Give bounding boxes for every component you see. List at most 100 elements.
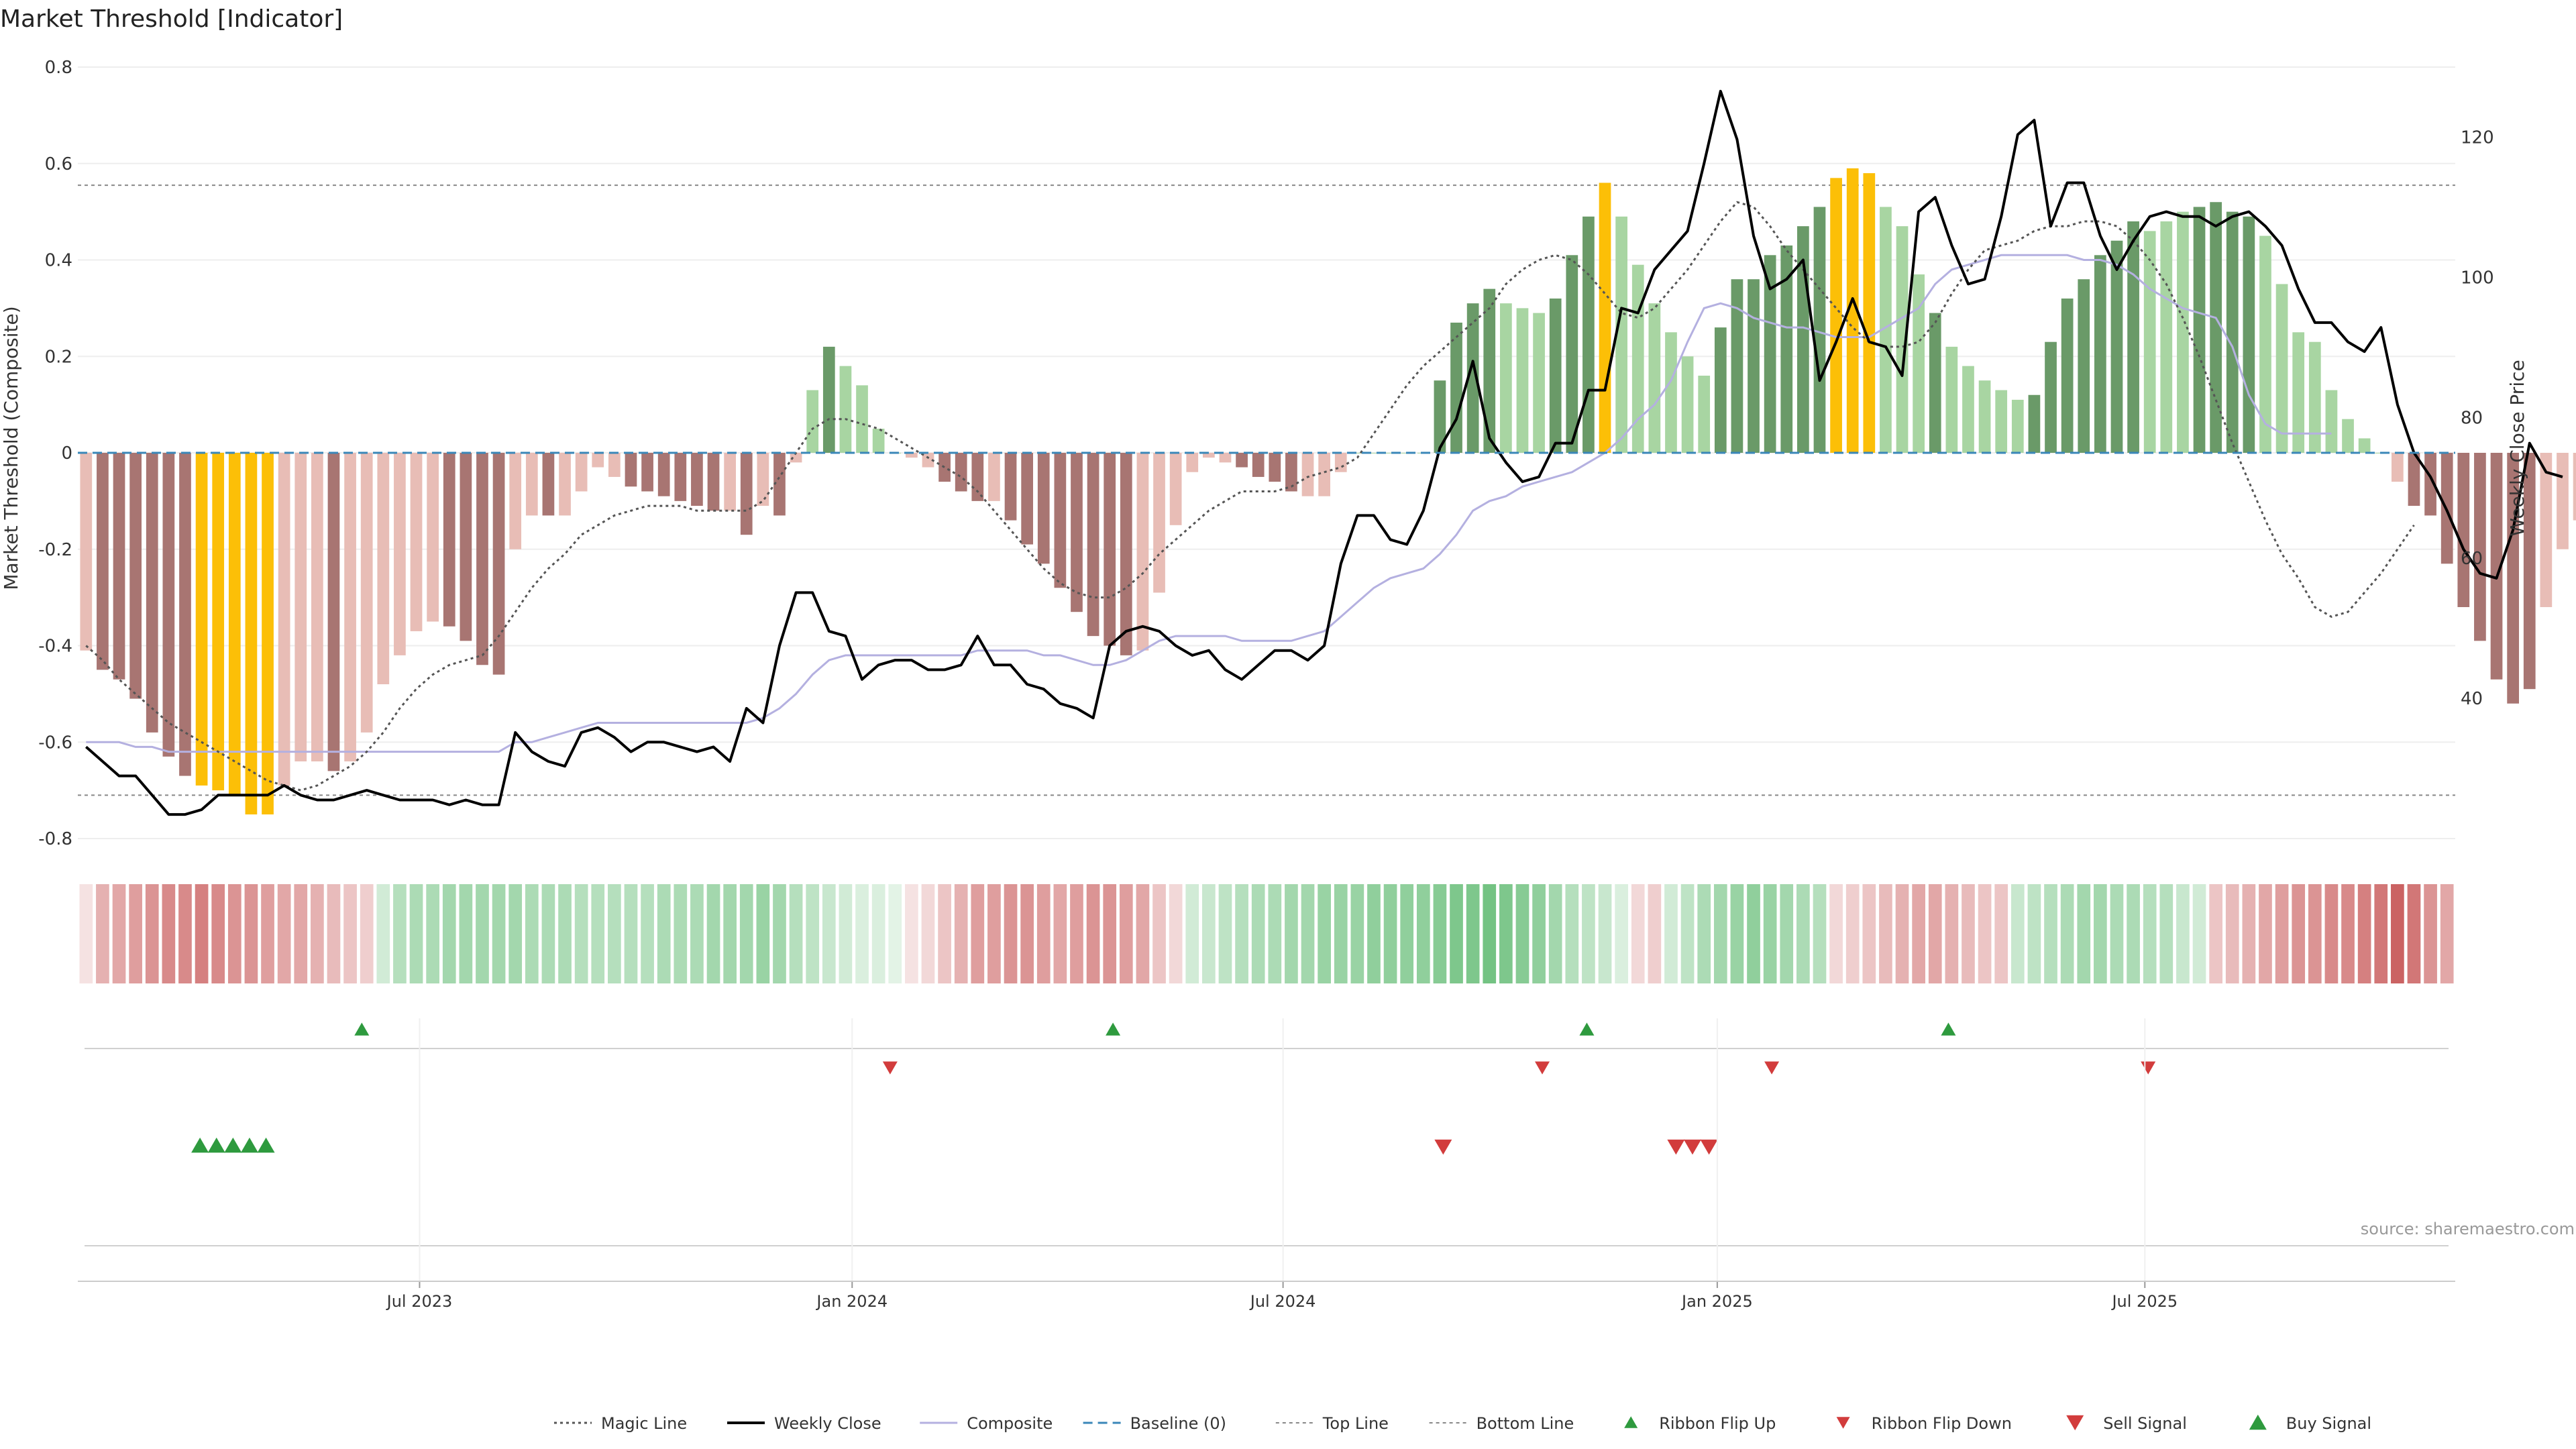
ribbon-cell bbox=[1400, 884, 1414, 983]
ribbon-flip-panel bbox=[85, 1022, 2449, 1075]
ribbon-cell bbox=[1532, 884, 1546, 983]
ribbon-cell bbox=[1763, 884, 1777, 983]
ribbon-cell bbox=[294, 884, 308, 983]
ribbon-cell bbox=[2044, 884, 2057, 983]
series-lines bbox=[78, 89, 2563, 816]
ribbon-cell bbox=[1367, 884, 1381, 983]
y-tick-label: 0.2 bbox=[45, 347, 72, 367]
ribbon-cell bbox=[1185, 884, 1199, 983]
ribbon-cell bbox=[2027, 884, 2041, 983]
ribbon-cell bbox=[938, 884, 951, 983]
ribbon-cell bbox=[723, 884, 737, 983]
ribbon-cell bbox=[2127, 884, 2140, 983]
composite-bar bbox=[2358, 438, 2371, 453]
ribbon-cell bbox=[1813, 884, 1827, 983]
y-tick-label: -0.6 bbox=[38, 733, 72, 753]
composite-bar bbox=[2061, 299, 2074, 453]
legend-label: Top Line bbox=[1322, 1414, 1389, 1433]
ribbon-cell bbox=[1004, 884, 1018, 983]
y-tick-label: -0.8 bbox=[38, 829, 72, 849]
composite-bar bbox=[129, 453, 142, 699]
ribbon-cell bbox=[1631, 884, 1645, 983]
ribbon-cell bbox=[756, 884, 770, 983]
composite-bar bbox=[1004, 453, 1017, 521]
ribbon-cell bbox=[2094, 884, 2107, 983]
composite-bar bbox=[1533, 313, 1545, 453]
composite-bar bbox=[2210, 202, 2222, 453]
composite-bar bbox=[822, 346, 835, 453]
ribbon-cell bbox=[1169, 884, 1183, 983]
composite-bar bbox=[1236, 453, 1248, 468]
ribbon-cell bbox=[1070, 884, 1083, 983]
ribbon-cell bbox=[1548, 884, 1562, 983]
composite-bar bbox=[575, 453, 588, 492]
ribbon-cell bbox=[1483, 884, 1497, 983]
ribbon-cell bbox=[1747, 884, 1760, 983]
composite-bar bbox=[460, 453, 472, 641]
composite-bar bbox=[1863, 173, 1876, 453]
axes: -0.8 -0.6 -0.4 -0.2 0 0.2 0.4 0.6 0.8 40 60 80 100 12… bbox=[38, 58, 2493, 849]
ribbon-cell bbox=[1020, 884, 1034, 983]
y2-tick-label: 60 bbox=[2461, 549, 2483, 569]
ribbon-cell bbox=[1862, 884, 1876, 983]
source-note: source: sharemaestro.com bbox=[2361, 1220, 2575, 1238]
composite-bar bbox=[1748, 279, 1760, 453]
composite-bar bbox=[1962, 366, 1974, 453]
ribbon-cell bbox=[1086, 884, 1100, 983]
buy-signal-marker bbox=[257, 1137, 275, 1153]
ribbon-cell bbox=[1383, 884, 1397, 983]
ribbon-cell bbox=[674, 884, 688, 983]
ribbon-cell bbox=[1416, 884, 1430, 983]
ribbon-cell bbox=[1103, 884, 1117, 983]
ribbon-cell bbox=[1978, 884, 1992, 983]
ribbon-cell bbox=[508, 884, 523, 983]
ribbon-cell bbox=[261, 884, 274, 983]
sell-signal-marker bbox=[1667, 1139, 1685, 1155]
composite-bar bbox=[1087, 453, 1099, 637]
ribbon-cell bbox=[1829, 884, 1843, 983]
composite-bar bbox=[1269, 453, 1281, 482]
composite-bar bbox=[1186, 453, 1199, 472]
composite-bar bbox=[228, 453, 241, 796]
composite-bar bbox=[938, 453, 951, 482]
composite-bar bbox=[2177, 211, 2189, 453]
composite-bar bbox=[2193, 207, 2206, 453]
composite-bar bbox=[1136, 453, 1149, 651]
composite-bar bbox=[80, 453, 93, 651]
legend-swatch-buy bbox=[2249, 1414, 2267, 1430]
composite-bar bbox=[1615, 216, 1627, 453]
composite-bar bbox=[1203, 453, 1215, 458]
legend-label: Baseline (0) bbox=[1130, 1414, 1226, 1433]
ribbon-cell bbox=[2357, 884, 2371, 983]
composite-bar bbox=[1896, 226, 1909, 453]
composite-bar bbox=[1169, 453, 1182, 525]
ribbon-flip-down-marker bbox=[2141, 1061, 2156, 1075]
composite-bar bbox=[179, 453, 191, 776]
composite-bar bbox=[1500, 303, 1512, 453]
ribbon-cell bbox=[442, 884, 456, 983]
ribbon-cell bbox=[2259, 884, 2272, 983]
ribbon-cell bbox=[1994, 884, 2008, 983]
composite-bar bbox=[1698, 376, 1711, 453]
ribbon-cell bbox=[2176, 884, 2190, 983]
y-tick-label: 0.6 bbox=[45, 154, 72, 174]
ribbon-cell bbox=[1680, 884, 1695, 983]
composite-bar bbox=[1466, 303, 1479, 453]
composite-bar bbox=[1648, 303, 1661, 453]
composite-bar bbox=[262, 453, 274, 815]
composite-bar bbox=[608, 453, 621, 477]
ribbon-cell bbox=[2060, 884, 2074, 983]
composite-bar bbox=[674, 453, 687, 501]
composite-bar bbox=[1434, 380, 1446, 453]
x-tick-label: Jan 2024 bbox=[815, 1292, 888, 1311]
legend-label: Sell Signal bbox=[2103, 1414, 2187, 1433]
legend-label: Weekly Close bbox=[774, 1414, 881, 1433]
composite-bar bbox=[2226, 211, 2239, 453]
ribbon-cell bbox=[1119, 884, 1133, 983]
composite-bar bbox=[1450, 322, 1462, 453]
ribbon-cell bbox=[1515, 884, 1529, 983]
composite-bar bbox=[245, 453, 258, 815]
ribbon-flip-up-marker bbox=[354, 1022, 370, 1036]
ribbon-cell bbox=[2275, 884, 2289, 983]
